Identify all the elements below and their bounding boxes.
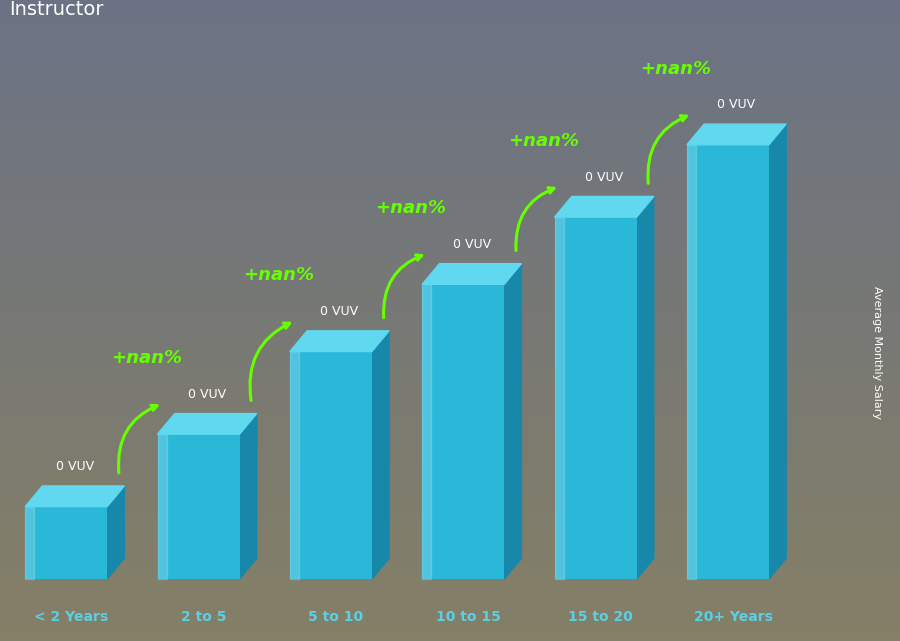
Text: 20+ Years: 20+ Years <box>694 610 772 624</box>
Text: +nan%: +nan% <box>243 266 314 285</box>
Polygon shape <box>504 263 521 579</box>
Polygon shape <box>25 506 107 579</box>
Polygon shape <box>25 506 34 579</box>
Text: 0 VUV: 0 VUV <box>320 305 358 318</box>
Text: < 2 Years: < 2 Years <box>34 610 108 624</box>
Polygon shape <box>158 413 256 434</box>
Polygon shape <box>554 217 563 579</box>
Polygon shape <box>372 331 389 579</box>
Polygon shape <box>687 145 769 579</box>
Text: +nan%: +nan% <box>375 199 446 217</box>
Text: 0 VUV: 0 VUV <box>56 460 94 473</box>
Polygon shape <box>769 124 787 579</box>
Polygon shape <box>636 196 653 579</box>
Text: 0 VUV: 0 VUV <box>188 388 226 401</box>
Polygon shape <box>422 263 521 285</box>
Polygon shape <box>290 351 299 579</box>
Polygon shape <box>554 196 653 217</box>
Text: 0 VUV: 0 VUV <box>717 98 756 111</box>
Polygon shape <box>422 285 504 579</box>
Text: 0 VUV: 0 VUV <box>453 238 490 251</box>
Text: +nan%: +nan% <box>640 60 711 78</box>
Polygon shape <box>158 434 166 579</box>
Polygon shape <box>158 434 239 579</box>
Polygon shape <box>687 145 697 579</box>
Polygon shape <box>554 217 636 579</box>
Polygon shape <box>239 413 256 579</box>
Text: 0 VUV: 0 VUV <box>585 171 624 183</box>
Polygon shape <box>290 331 389 351</box>
Polygon shape <box>422 285 431 579</box>
Polygon shape <box>25 486 124 506</box>
Text: 2 to 5: 2 to 5 <box>181 610 227 624</box>
Text: Instructor: Instructor <box>9 0 104 19</box>
Text: 5 to 10: 5 to 10 <box>309 610 364 624</box>
Polygon shape <box>107 486 124 579</box>
Text: Average Monthly Salary: Average Monthly Salary <box>872 286 883 419</box>
Polygon shape <box>290 351 372 579</box>
Text: 15 to 20: 15 to 20 <box>568 610 634 624</box>
Text: 10 to 15: 10 to 15 <box>436 610 500 624</box>
Text: +nan%: +nan% <box>508 132 579 150</box>
Text: +nan%: +nan% <box>111 349 182 367</box>
Polygon shape <box>687 124 787 145</box>
